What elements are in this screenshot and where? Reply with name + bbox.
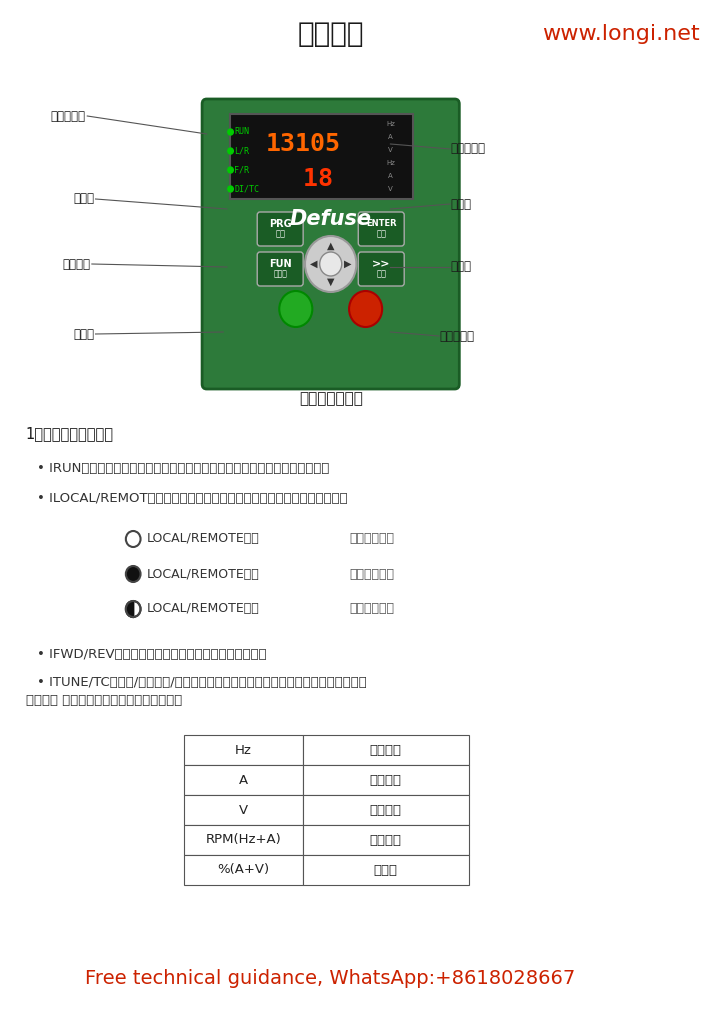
Text: 电流单位: 电流单位 (370, 773, 402, 786)
Text: A: A (239, 773, 248, 786)
Circle shape (228, 167, 233, 173)
Text: STOP: STOP (354, 299, 377, 308)
Text: V: V (388, 186, 393, 193)
Bar (303, 795, 469, 825)
Circle shape (228, 186, 233, 193)
Text: Hz: Hz (386, 121, 395, 127)
Text: 端子启停控制: 端子启停控制 (349, 567, 394, 581)
Bar (303, 765, 469, 795)
Bar (184, 735, 303, 765)
Text: Defuse: Defuse (289, 209, 372, 229)
Text: 数据显示区: 数据显示区 (50, 110, 85, 123)
Text: 确认键: 确认键 (450, 198, 471, 211)
Circle shape (228, 148, 233, 154)
FancyBboxPatch shape (202, 99, 460, 389)
FancyBboxPatch shape (257, 212, 303, 246)
Text: ▲: ▲ (327, 241, 335, 251)
Text: LOCAL/REMOTE常亮: LOCAL/REMOTE常亮 (147, 567, 260, 581)
Circle shape (126, 601, 141, 617)
Text: ◀: ◀ (310, 259, 318, 269)
Text: 运行键: 运行键 (73, 328, 95, 341)
Text: • ITUNE/TC：调谐/转矩控制/故障指示灯，灯亮表示处于转矩控制模式，灯慢闪表示: • ITUNE/TC：调谐/转矩控制/故障指示灯，灯亮表示处于转矩控制模式，灯慢… (37, 676, 366, 688)
Text: 多功能键: 多功能键 (62, 257, 90, 270)
Text: 移位: 移位 (376, 269, 386, 279)
Text: LOCAL/REMOTE闪烁: LOCAL/REMOTE闪烁 (147, 602, 260, 615)
Text: Hz: Hz (386, 160, 395, 166)
Text: 编程: 编程 (275, 229, 285, 239)
Text: V: V (239, 804, 248, 816)
Text: RUN: RUN (286, 299, 306, 308)
Circle shape (126, 566, 141, 582)
Bar (303, 735, 469, 765)
Text: 13105: 13105 (266, 132, 340, 156)
Text: A: A (388, 173, 393, 179)
Text: 转速单位: 转速单位 (370, 834, 402, 847)
Bar (184, 855, 303, 885)
Text: • ILOCAL/REMOT：键盘操作、端子操作与远程操作（通信控制）指示灯：: • ILOCAL/REMOT：键盘操作、端子操作与远程操作（通信控制）指示灯： (37, 493, 348, 506)
Text: • IFWD/REV：正反转指示灯，灯亮表示处于正转状态。: • IFWD/REV：正反转指示灯，灯亮表示处于正转状态。 (37, 647, 266, 660)
Text: PRG: PRG (269, 219, 292, 229)
Text: • IRUN：灯灭时表示变频器处于停机状态，灯亮时表示变频器处于运转状态。: • IRUN：灯灭时表示变频器处于停机状态，灯亮时表示变频器处于运转状态。 (37, 463, 329, 475)
Circle shape (349, 291, 382, 327)
Circle shape (305, 236, 356, 292)
Text: 面板启停控制: 面板启停控制 (349, 532, 394, 546)
Text: 处于调谐 状态，灯快烁表示处于故障状态。: 处于调谐 状态，灯快烁表示处于故障状态。 (26, 693, 182, 707)
Bar (303, 855, 469, 885)
Text: 1）功能指示灯说明：: 1）功能指示灯说明： (26, 427, 113, 441)
Text: 复位: 复位 (361, 310, 370, 317)
FancyBboxPatch shape (358, 212, 404, 246)
Text: FUN: FUN (269, 259, 292, 269)
Text: 操作面板示意图: 操作面板示意图 (299, 391, 363, 407)
Bar (184, 825, 303, 855)
Text: 移位键: 移位键 (450, 260, 471, 273)
Text: 操作显示: 操作显示 (297, 20, 364, 48)
Text: 18: 18 (273, 167, 333, 191)
Bar (230, 114, 414, 199)
FancyBboxPatch shape (257, 252, 303, 286)
Text: ▼: ▼ (327, 278, 335, 287)
Text: 百分比: 百分比 (374, 863, 398, 877)
Text: V: V (388, 147, 393, 153)
Bar (184, 765, 303, 795)
Text: F/R: F/R (234, 166, 249, 174)
Text: DI/TC: DI/TC (234, 184, 259, 194)
Text: Free technical guidance, WhatsApp:+8618028667: Free technical guidance, WhatsApp:+86180… (85, 970, 575, 988)
Text: 频率单位: 频率单位 (370, 743, 402, 757)
Text: 通讯启停控制: 通讯启停控制 (349, 602, 394, 615)
Bar (303, 825, 469, 855)
Text: A: A (388, 134, 393, 140)
Text: 多功能: 多功能 (274, 269, 287, 279)
Text: 电压单位: 电压单位 (370, 804, 402, 816)
Text: RUN: RUN (234, 128, 249, 136)
Text: LOCAL/REMOTE熄灭: LOCAL/REMOTE熄灭 (147, 532, 260, 546)
Text: 确认: 确认 (376, 229, 386, 239)
Text: >>: >> (372, 259, 391, 269)
Circle shape (228, 129, 233, 135)
FancyBboxPatch shape (358, 252, 404, 286)
Circle shape (279, 291, 312, 327)
Text: 运行: 运行 (292, 310, 300, 317)
Bar (184, 795, 303, 825)
Text: www.longi.net: www.longi.net (542, 24, 699, 44)
Text: ▶: ▶ (343, 259, 351, 269)
Text: L/R: L/R (234, 146, 249, 156)
Text: 停机复位键: 停机复位键 (439, 330, 474, 342)
Text: RPM(Hz+A): RPM(Hz+A) (205, 834, 281, 847)
Text: ENTER: ENTER (366, 219, 396, 228)
Circle shape (126, 531, 141, 547)
Text: 编程键: 编程键 (73, 193, 95, 206)
Text: %(A+V): %(A+V) (218, 863, 269, 877)
Circle shape (320, 252, 342, 276)
Text: Hz: Hz (235, 743, 252, 757)
Text: 单位指示灯: 单位指示灯 (450, 142, 485, 156)
